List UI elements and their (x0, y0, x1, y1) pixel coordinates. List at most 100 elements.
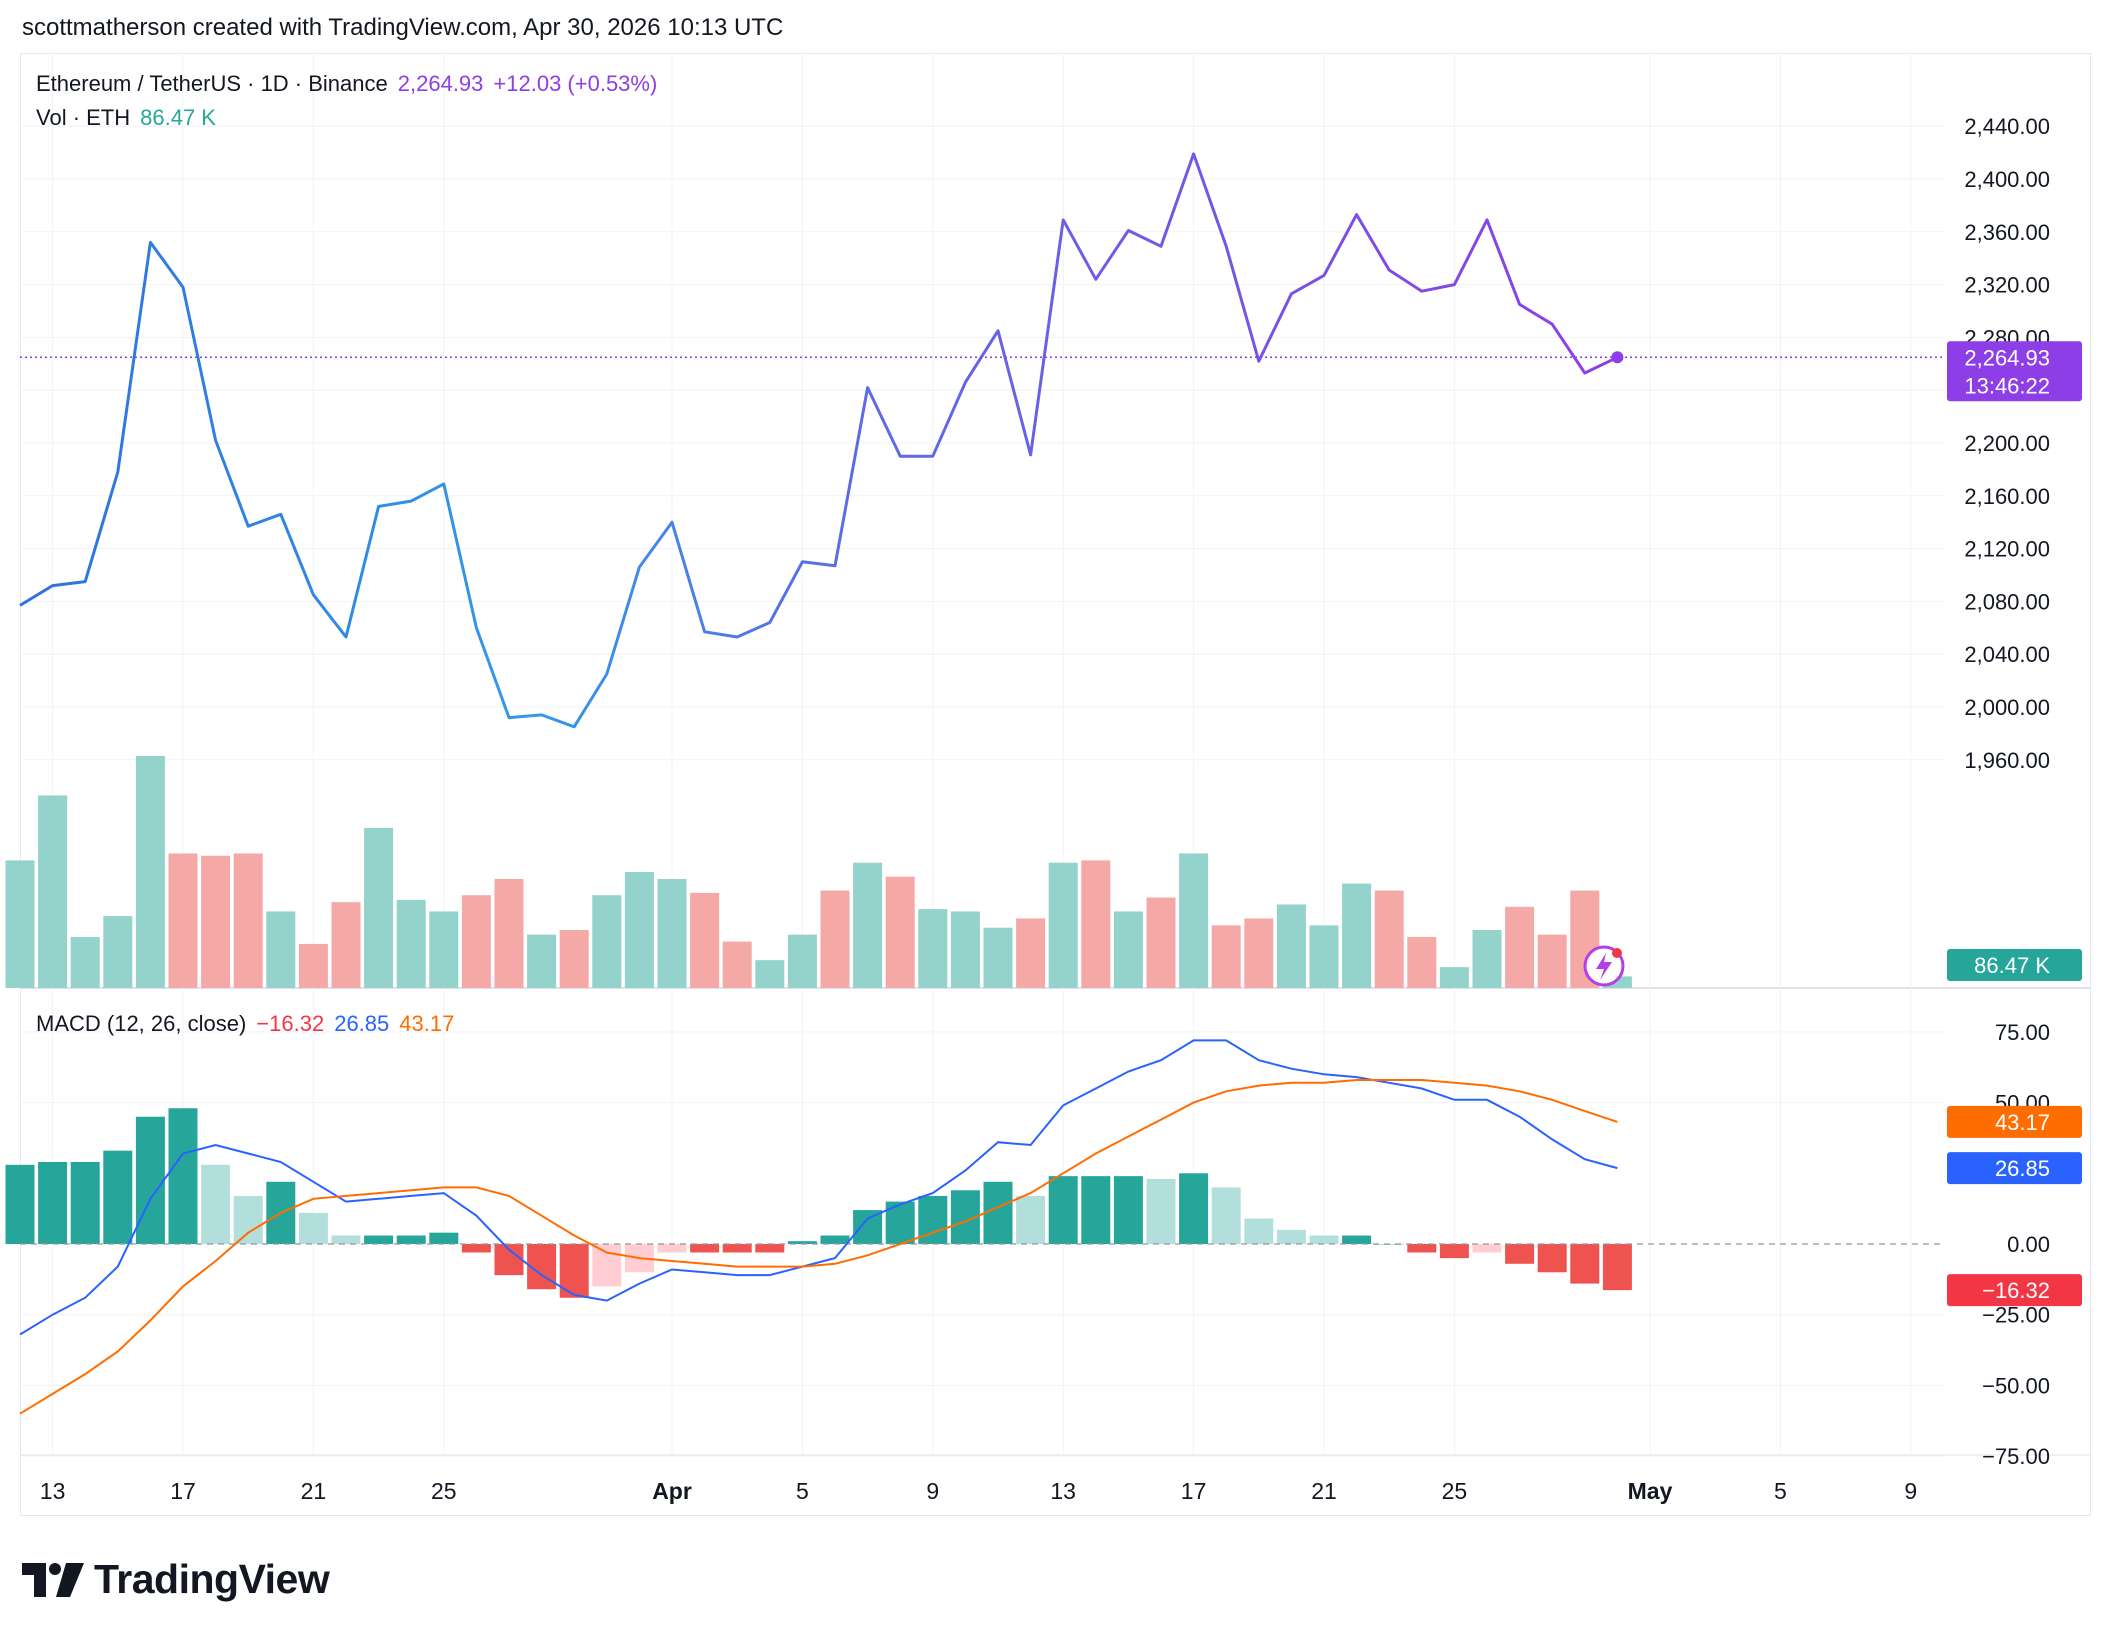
macd-histogram-bar (1016, 1195, 1046, 1244)
lightning-bolt-icon (1596, 953, 1612, 980)
macd-line (19, 1039, 1618, 1336)
date-tick-label: 5 (796, 1478, 809, 1504)
price-axis-label: 2,400.00 (1964, 167, 2050, 192)
chart-frame[interactable] (20, 53, 2091, 1516)
volume-bar (722, 941, 752, 988)
volume-tag-value: 86.47 K (1974, 953, 2050, 978)
volume-bar (592, 895, 622, 988)
macd-tag (1947, 1152, 2082, 1185)
date-tick-label: 13 (1050, 1478, 1076, 1504)
volume-bar (233, 853, 263, 988)
date-tick-label: May (1628, 1478, 1673, 1504)
volume-bar (1244, 918, 1274, 988)
date-tick-label: 9 (926, 1478, 939, 1504)
volume-bar (1179, 853, 1209, 988)
macd-histogram-bar (853, 1210, 883, 1244)
volume-bar (103, 916, 133, 988)
macd-line-value: 26.85 (334, 1011, 390, 1036)
volume-bar (657, 878, 687, 988)
volume-bar (1602, 976, 1632, 988)
volume-label: Vol · ETH (36, 105, 131, 130)
macd-histogram-bar (1505, 1244, 1535, 1264)
price-legend[interactable]: Ethereum / TetherUS · 1D · Binance 2,264.… (36, 71, 667, 97)
signal-tag (1947, 1105, 2082, 1138)
macd-histogram-bar (1113, 1176, 1143, 1244)
volume-bar (5, 860, 35, 988)
last-price-value: 2,264.93 (397, 71, 484, 96)
volume-bar (624, 872, 654, 988)
volume-legend[interactable]: Vol · ETH 86.47 K (36, 105, 226, 131)
volume-bar (1374, 890, 1404, 988)
volume-bar (1016, 918, 1046, 988)
volume-bar (787, 934, 817, 988)
countdown-tag-value: 13:46:22 (1964, 373, 2050, 398)
macd-axis-label: −75.00 (1982, 1444, 2050, 1469)
macd-histogram-bar (1179, 1173, 1209, 1244)
macd-histogram-bar (1439, 1244, 1469, 1259)
macd-histogram-bar (70, 1161, 100, 1244)
price-axis-label: 2,200.00 (1964, 431, 2050, 456)
tradingview-logo-icon (22, 1562, 84, 1597)
volume-tag (1947, 949, 2082, 981)
volume-bar (298, 943, 328, 988)
volume-bar (690, 892, 720, 988)
macd-histogram-bar (233, 1195, 263, 1244)
price-axis-label: 2,120.00 (1964, 537, 2050, 562)
price-axis-label: 2,080.00 (1964, 589, 2050, 614)
volume-bar (494, 878, 524, 988)
volume-bar (396, 899, 426, 988)
macd-tag-value: 26.85 (1995, 1156, 2050, 1181)
date-tick-label: 21 (1311, 1478, 1337, 1504)
symbol-label: Ethereum / TetherUS · 1D · Binance (36, 71, 388, 96)
tradingview-logo[interactable]: TradingView (22, 1556, 330, 1603)
macd-axis-label: −25.00 (1982, 1303, 2050, 1328)
price-axis-label: 2,360.00 (1964, 220, 2050, 245)
volume-bar (1146, 897, 1176, 988)
volume-bar (168, 853, 198, 988)
macd-label: MACD (12, 26, close) (36, 1011, 247, 1036)
macd-histogram-bar (592, 1244, 622, 1287)
date-tick-label: 17 (170, 1478, 196, 1504)
volume-bar (820, 890, 850, 988)
date-tick-label: 25 (431, 1478, 457, 1504)
volume-bar (266, 911, 296, 988)
volume-bar (1081, 860, 1111, 988)
macd-histogram-bar (429, 1232, 459, 1244)
macd-legend[interactable]: MACD (12, 26, close) −16.32 26.85 43.17 (36, 1011, 464, 1037)
macd-histogram-bar (983, 1181, 1013, 1244)
macd-histogram-bar (657, 1244, 687, 1253)
volume-bar (1048, 862, 1078, 988)
volume-bar (755, 960, 785, 988)
volume-bar (1472, 930, 1502, 988)
date-tick-label: 5 (1774, 1478, 1787, 1504)
macd-histogram-bar (755, 1244, 785, 1253)
volume-bar (135, 756, 165, 988)
signal-tag-value: 43.17 (1995, 1110, 2050, 1135)
tradingview-logo-text: TradingView (94, 1556, 330, 1602)
macd-histogram-bar (298, 1212, 328, 1244)
macd-axis-label: 75.00 (1995, 1020, 2050, 1045)
volume-bar (1276, 904, 1306, 988)
volume-bar (950, 911, 980, 988)
macd-histogram-bar (5, 1164, 35, 1244)
price-axis-label: 2,160.00 (1964, 484, 2050, 509)
price-axis-label: 1,960.00 (1964, 748, 2050, 773)
macd-histogram-bar (1342, 1235, 1372, 1244)
volume-bar (527, 934, 557, 988)
volume-bar (461, 895, 491, 988)
macd-histogram-bar (690, 1244, 720, 1253)
volume-bar (331, 902, 361, 988)
macd-histogram-bar (38, 1161, 68, 1244)
price-tag-value: 2,264.93 (1964, 345, 2050, 370)
notification-dot (1612, 948, 1622, 958)
volume-bar (983, 927, 1013, 988)
volume-bar (1537, 934, 1567, 988)
price-axis-label: 2,320.00 (1964, 273, 2050, 298)
date-tick-label: 25 (1442, 1478, 1468, 1504)
date-tick-label: 17 (1181, 1478, 1207, 1504)
macd-hist-value: −16.32 (256, 1011, 325, 1036)
price-axis-label: 2,000.00 (1964, 695, 2050, 720)
macd-axis-label: −50.00 (1982, 1373, 2050, 1398)
price-axis-label: 2,040.00 (1964, 642, 2050, 667)
